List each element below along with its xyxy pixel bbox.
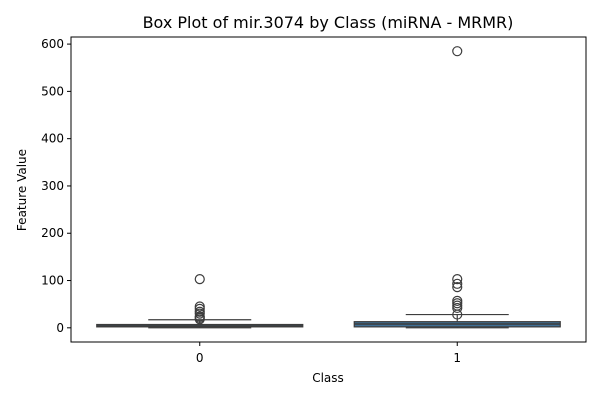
y-tick-label: 300 xyxy=(41,179,64,193)
plot-area-frame xyxy=(70,36,587,343)
boxes-layer xyxy=(96,46,561,329)
x-tick-label: 1 xyxy=(453,351,461,365)
outlier-point xyxy=(452,274,463,285)
y-tick-label: 0 xyxy=(56,321,64,335)
y-tick-label: 600 xyxy=(41,37,64,51)
outlier-point xyxy=(194,308,205,319)
outlier-point xyxy=(452,302,463,314)
outlier-point xyxy=(194,274,205,285)
outlier-point xyxy=(452,278,463,289)
x-tick-label: 0 xyxy=(196,351,204,365)
box-group-class-0 xyxy=(96,274,304,329)
y-axis-label: Feature Value xyxy=(15,149,29,231)
outlier-point xyxy=(452,282,463,293)
y-tick-label: 500 xyxy=(41,84,64,98)
y-tick-label: 200 xyxy=(41,226,64,240)
box-group-class-1 xyxy=(353,46,561,329)
x-axis-label: Class xyxy=(312,371,344,385)
outlier-point xyxy=(452,309,463,320)
chart-title: Box Plot of mir.3074 by Class (miRNA - M… xyxy=(143,13,514,32)
y-tick-label: 100 xyxy=(41,274,64,288)
outlier-point xyxy=(452,46,463,57)
y-tick-label: 400 xyxy=(41,132,64,146)
outlier-point xyxy=(194,314,205,325)
y-axis-ticks: 0 100 200 300 400 500 600 xyxy=(41,37,71,335)
